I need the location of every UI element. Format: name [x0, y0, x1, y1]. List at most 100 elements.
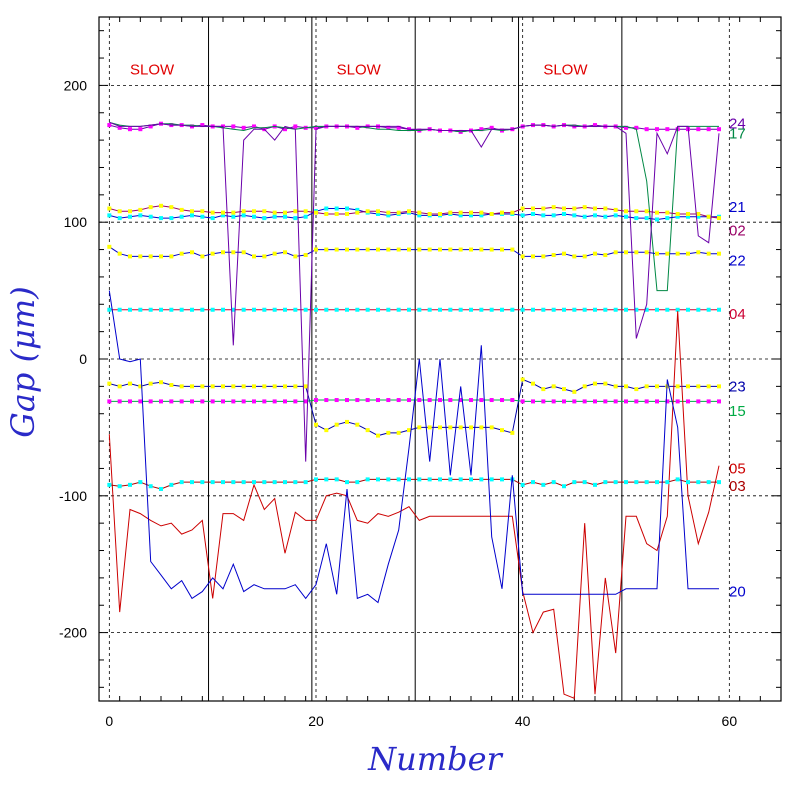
- data-point: [386, 398, 391, 403]
- data-point: [314, 477, 318, 482]
- data-point: [293, 254, 298, 259]
- data-point: [551, 480, 556, 485]
- data-point: [448, 210, 453, 215]
- region-boundaries: [208, 17, 623, 701]
- data-point: [210, 216, 215, 221]
- data-point: [427, 477, 432, 482]
- data-point: [221, 213, 225, 218]
- data-point: [665, 251, 670, 256]
- data-point: [469, 398, 473, 403]
- data-point: [427, 307, 432, 312]
- data-point: [241, 399, 246, 404]
- data-point: [531, 480, 535, 485]
- data-point: [469, 307, 473, 312]
- data-point: [200, 480, 205, 485]
- slow-label: SLOW: [543, 61, 588, 78]
- series-label: 23: [729, 378, 746, 395]
- data-point: [293, 480, 298, 485]
- data-point: [345, 398, 349, 403]
- data-point: [634, 480, 639, 485]
- series-line: [109, 121, 719, 292]
- data-point: [138, 127, 143, 132]
- data-point: [334, 398, 339, 403]
- data-point: [675, 307, 680, 312]
- data-point: [190, 250, 194, 255]
- data-point: [458, 247, 463, 252]
- data-point: [231, 384, 236, 389]
- data-point: [572, 480, 577, 485]
- data-point: [314, 307, 318, 312]
- data-point: [221, 384, 225, 389]
- data-point: [128, 214, 132, 219]
- data-point: [706, 384, 711, 389]
- data-point: [489, 477, 494, 482]
- data-point: [169, 254, 174, 259]
- data-point: [624, 209, 628, 214]
- data-point: [634, 209, 639, 214]
- data-point: [303, 253, 308, 258]
- data-point: [221, 210, 225, 215]
- data-point: [107, 123, 112, 128]
- data-point: [407, 247, 411, 252]
- data-point: [376, 247, 380, 252]
- data-point: [572, 307, 577, 312]
- data-point: [624, 399, 628, 404]
- data-point: [448, 307, 453, 312]
- data-point: [644, 209, 649, 214]
- data-point: [159, 307, 163, 312]
- data-point: [489, 211, 494, 216]
- series-label: 22: [729, 253, 746, 270]
- data-point: [593, 399, 597, 404]
- data-point: [479, 307, 484, 312]
- data-point: [655, 480, 659, 485]
- data-point: [686, 480, 690, 485]
- data-point: [551, 384, 556, 389]
- data-point: [500, 398, 504, 403]
- data-point: [283, 399, 287, 404]
- series-line: [109, 121, 720, 462]
- data-point: [510, 247, 515, 252]
- data-point: [148, 399, 153, 404]
- series-label: 17: [729, 125, 746, 142]
- data-point: [675, 477, 680, 482]
- data-point: [655, 127, 659, 132]
- data-point: [717, 480, 721, 485]
- data-point: [417, 425, 422, 430]
- data-point: [479, 398, 484, 403]
- data-point: [593, 123, 597, 128]
- data-point: [665, 216, 670, 221]
- data-point: [717, 384, 721, 389]
- data-point: [562, 206, 566, 211]
- data-point: [634, 250, 639, 255]
- data-point: [603, 307, 608, 312]
- data-point: [417, 210, 422, 215]
- data-point: [303, 399, 308, 404]
- data-point: [500, 307, 504, 312]
- data-point: [314, 247, 318, 252]
- data-point: [386, 430, 391, 435]
- data-point: [438, 425, 442, 430]
- data-point: [696, 384, 701, 389]
- data-point: [355, 307, 360, 312]
- data-point: [396, 430, 401, 435]
- data-point: [582, 480, 587, 485]
- data-point: [128, 209, 132, 214]
- y-tick-label: 100: [64, 214, 88, 230]
- slow-label: SLOW: [130, 61, 175, 78]
- data-point: [231, 210, 236, 215]
- data-point: [479, 477, 484, 482]
- data-point: [107, 307, 112, 312]
- data-point: [283, 127, 287, 132]
- data-point: [200, 307, 205, 312]
- data-point: [696, 307, 701, 312]
- data-point: [159, 203, 163, 208]
- data-point: [107, 482, 112, 487]
- data-point: [314, 398, 318, 403]
- data-point: [210, 210, 215, 215]
- data-point: [541, 254, 546, 259]
- data-point: [262, 399, 267, 404]
- data-point: [717, 127, 721, 132]
- data-point: [469, 247, 473, 252]
- data-point: [293, 384, 298, 389]
